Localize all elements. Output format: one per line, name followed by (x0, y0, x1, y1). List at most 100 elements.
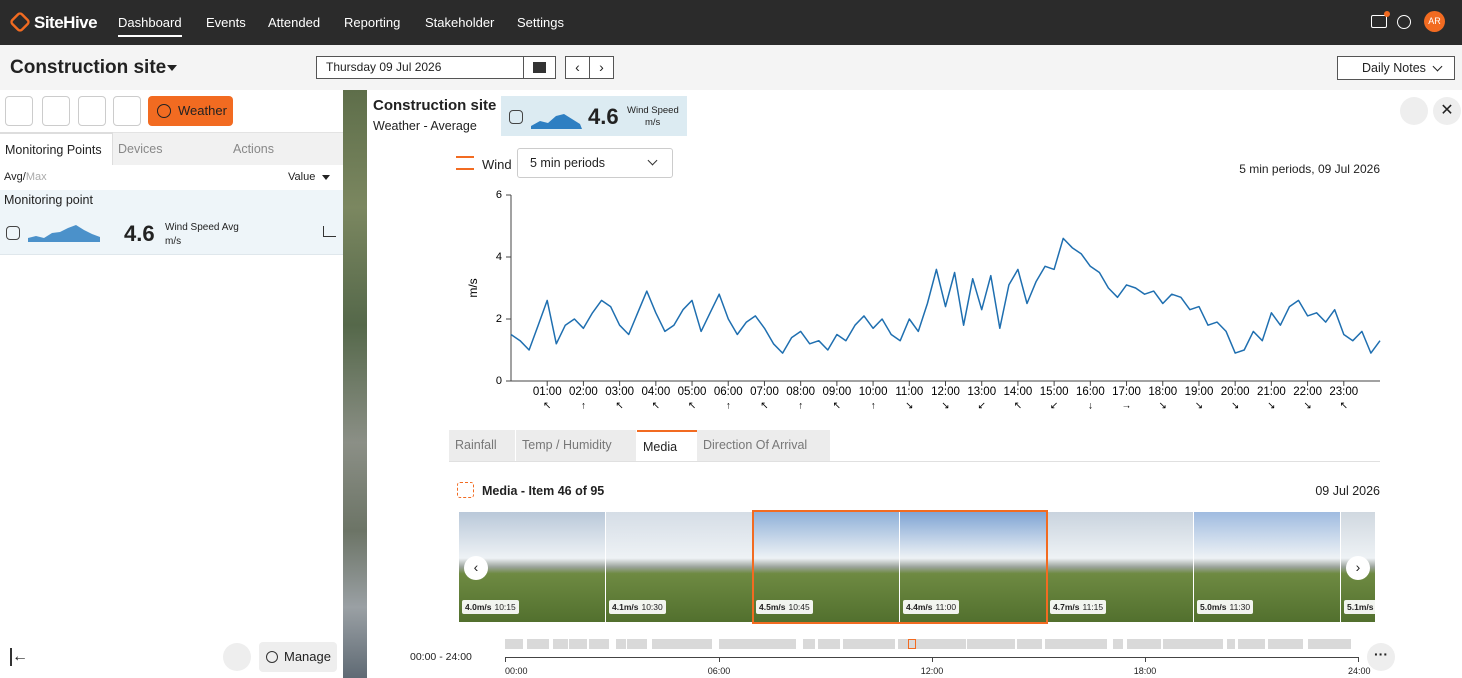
timeline-tick (505, 657, 506, 662)
timeline-segment[interactable] (1127, 639, 1161, 649)
timeline-segment[interactable] (719, 639, 796, 649)
manage-btn[interactable]: Manage (259, 642, 337, 672)
badge-label: Wind Speed (627, 105, 679, 116)
close-btn[interactable]: ✕ (1433, 97, 1461, 125)
prev-day[interactable]: ‹ (565, 56, 590, 79)
layer-btn[interactable] (78, 96, 106, 126)
timeline-segment[interactable] (1045, 639, 1107, 649)
timeline-segment[interactable] (505, 639, 523, 649)
timeline-range: 00:00 - 24:00 (410, 651, 472, 663)
data-tab[interactable]: Rainfall (449, 430, 516, 462)
layer-btn[interactable] (5, 96, 33, 126)
brand: SiteHive (34, 13, 98, 32)
timeline-tick (932, 657, 933, 662)
timeline-segment[interactable] (589, 639, 609, 649)
left-tab[interactable]: Monitoring Points (0, 132, 113, 165)
timeline-segment[interactable] (1238, 639, 1265, 649)
left-tab[interactable]: Devices (113, 132, 228, 165)
thumb-label: 4.1m/s 10:30 (609, 600, 666, 614)
timeline-segment[interactable] (569, 639, 587, 649)
media-thumb[interactable]: 4.4m/s 11:00 (900, 512, 1046, 622)
avatar[interactable]: AR (1424, 11, 1445, 32)
media-next[interactable]: › (1346, 556, 1370, 580)
thumb-label: 4.4m/s 11:00 (903, 600, 960, 614)
timeline-segment[interactable] (1163, 639, 1223, 649)
calendar-icon (533, 62, 546, 73)
more-btn[interactable]: ··· (1367, 643, 1395, 671)
cluster-btn[interactable] (223, 643, 251, 671)
nav-item[interactable]: Reporting (344, 15, 401, 30)
header-bar (0, 45, 1462, 90)
help-icon[interactable] (1397, 15, 1411, 29)
timeline-marker (908, 639, 916, 649)
timeline-segment[interactable] (652, 639, 712, 649)
panel-subtitle: Weather - Average (373, 119, 477, 133)
thumb-time: 11:15 (1082, 602, 1104, 612)
point-row[interactable] (0, 190, 343, 255)
layer-btn[interactable] (42, 96, 70, 126)
top-nav (0, 0, 1462, 45)
data-tab[interactable]: Temp / Humidity (516, 430, 637, 462)
timeline-segment[interactable] (898, 639, 966, 649)
timeline-segment[interactable] (527, 639, 549, 649)
timeline-segment[interactable] (967, 639, 1015, 649)
nav-item[interactable]: Events (206, 15, 246, 30)
data-tab[interactable]: Media (637, 430, 697, 462)
timeline-tick (1145, 657, 1146, 662)
nav-item[interactable]: Dashboard (118, 15, 182, 37)
timeline-segment[interactable] (1113, 639, 1123, 649)
timeline-segment[interactable] (553, 639, 568, 649)
nav-item[interactable]: Stakeholder (425, 15, 495, 30)
nav-item[interactable]: Attended (268, 15, 321, 30)
timeline-tick (1358, 657, 1359, 662)
timeline-segment[interactable] (818, 639, 840, 649)
period-select[interactable]: 5 min periods (517, 148, 673, 178)
metric-label: Wind (482, 157, 512, 172)
media-thumb[interactable]: 4.7m/s 11:15 (1047, 512, 1193, 622)
timeline-segment[interactable] (1227, 639, 1235, 649)
media-title: Media - Item 46 of 95 (482, 484, 605, 498)
sort-select[interactable]: Value (288, 171, 316, 183)
map-strip (343, 90, 367, 678)
left-tab[interactable]: Actions (228, 132, 343, 165)
notes-icon[interactable] (1371, 15, 1387, 28)
data-tab[interactable]: Direction Of Arrival (697, 430, 831, 462)
timeline-segment[interactable] (803, 639, 815, 649)
collapse-btn[interactable]: ← (10, 648, 28, 666)
timeline-segment[interactable] (1268, 639, 1303, 649)
thumb-speed: 4.7m/s (1053, 602, 1080, 612)
avg: Avg (4, 171, 23, 183)
thumb-label: 4.0m/s 10:15 (462, 600, 519, 614)
timeline-segment[interactable] (616, 639, 626, 649)
timeline-segment[interactable] (627, 639, 647, 649)
tab-rule (449, 461, 1380, 462)
timeline-label: 24:00 (1348, 666, 1371, 676)
timeline-segment[interactable] (1308, 639, 1351, 649)
layer-btn[interactable] (113, 96, 141, 126)
timeline-tick (719, 657, 720, 662)
expand-btn[interactable] (1400, 97, 1428, 125)
thumb-time: 10:15 (494, 602, 516, 612)
date-input[interactable]: Thursday 09 Jul 2026 (316, 56, 524, 79)
thumb-speed: 5.0m/s (1200, 602, 1227, 612)
point-unit: m/s (165, 236, 182, 247)
media-date: 09 Jul 2026 (1315, 484, 1380, 498)
weather-icon (157, 104, 171, 118)
site-title[interactable]: Construction site (10, 57, 167, 78)
media-strip: 4.0m/s 10:15 4.1m/s 10:30 4.5m/s 10:45 4.4m/s 1… (459, 512, 1375, 622)
trend-icon[interactable] (323, 226, 336, 237)
period-note: 5 min periods, 09 Jul 2026 (1239, 162, 1380, 176)
media-prev[interactable]: ‹ (464, 556, 488, 580)
daily-notes[interactable]: Daily Notes (1337, 56, 1455, 80)
next-day[interactable]: › (589, 56, 614, 79)
media-thumb[interactable]: 4.1m/s 10:30 (606, 512, 752, 622)
media-thumb[interactable]: 4.5m/s 10:45 (753, 512, 899, 622)
media-thumb[interactable]: 5.0m/s 11:30 (1194, 512, 1340, 622)
nav-item[interactable]: Settings (517, 15, 564, 30)
timeline-segment[interactable] (1017, 639, 1042, 649)
timeline-segment[interactable] (843, 639, 895, 649)
point-name: Monitoring point (4, 193, 93, 207)
panel-title: Construction site (373, 97, 497, 114)
